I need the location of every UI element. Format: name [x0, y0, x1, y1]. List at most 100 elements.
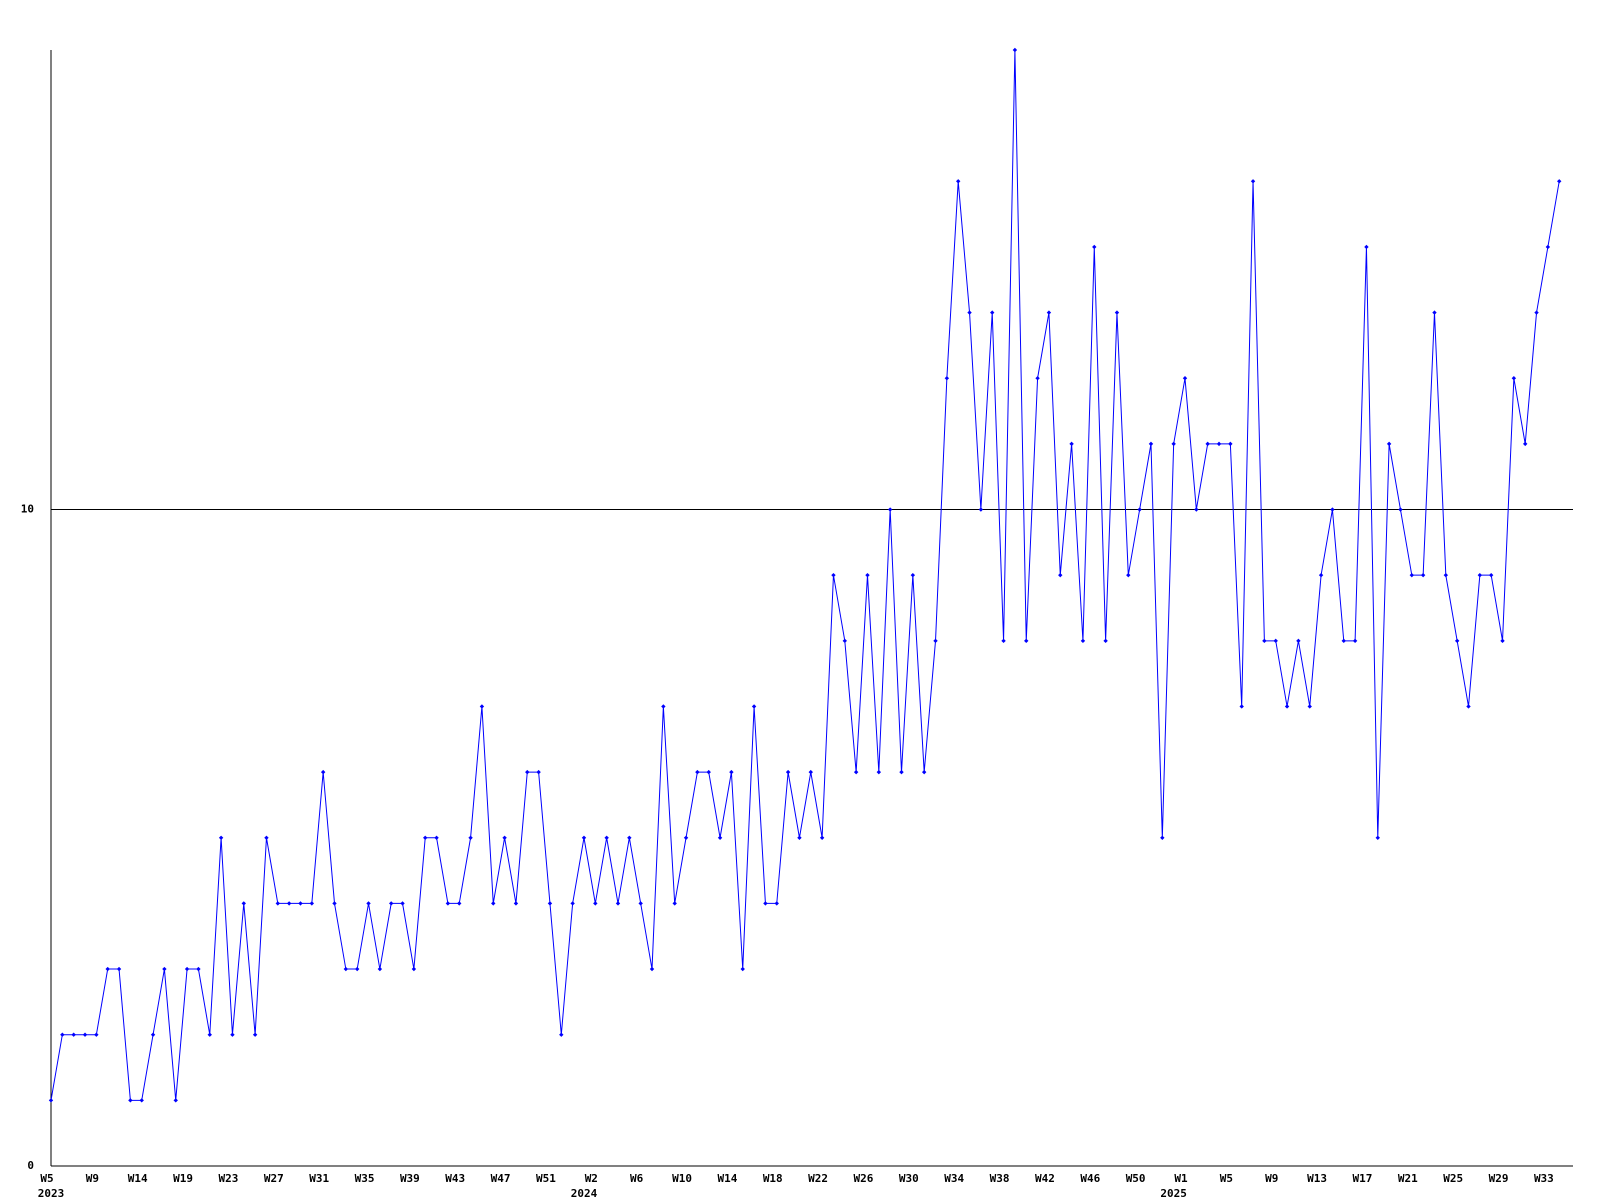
marker [1069, 441, 1074, 447]
marker [899, 769, 904, 775]
marker [1148, 441, 1154, 447]
marker [139, 1098, 144, 1103]
marker [150, 1032, 156, 1037]
marker [808, 769, 813, 775]
year-label: 2024 [571, 1187, 598, 1200]
marker [887, 507, 893, 512]
marker [1443, 572, 1449, 578]
marker [1386, 441, 1392, 447]
year-label: 2025 [1160, 1187, 1187, 1200]
marker [1545, 244, 1551, 250]
marker [1454, 638, 1460, 644]
marker [1534, 310, 1539, 315]
x-tick-label: W33 [1534, 1172, 1554, 1185]
marker [1171, 441, 1176, 447]
marker [853, 769, 859, 775]
marker [593, 901, 598, 906]
x-tick-label: W17 [1353, 1172, 1373, 1185]
marker [956, 179, 961, 184]
marker [207, 1032, 212, 1037]
marker [1318, 572, 1324, 578]
marker [1523, 441, 1528, 447]
marker [661, 704, 666, 709]
marker [1557, 179, 1562, 184]
x-tick-label: W5 [40, 1172, 53, 1185]
marker [196, 966, 201, 972]
marker [1341, 638, 1346, 644]
marker [241, 901, 246, 906]
marker [910, 572, 916, 578]
marker [252, 1032, 258, 1037]
marker [1273, 638, 1278, 644]
marker [1114, 310, 1120, 315]
x-tick-label: W9 [1265, 1172, 1278, 1185]
x-tick-label: W18 [763, 1172, 783, 1185]
marker [389, 901, 394, 906]
marker [82, 1032, 88, 1037]
marker [286, 901, 292, 906]
x-tick-label: W25 [1443, 1172, 1463, 1185]
marker [797, 835, 802, 840]
marker [434, 835, 439, 840]
marker [468, 835, 473, 840]
marker [842, 638, 847, 644]
marker [1500, 638, 1505, 644]
x-tick-label: W22 [808, 1172, 828, 1185]
marker [581, 835, 587, 840]
marker [1239, 704, 1244, 709]
marker [1330, 507, 1335, 512]
marker [491, 901, 496, 906]
x-tick-label: W34 [944, 1172, 964, 1185]
marker [774, 901, 779, 906]
marker [683, 835, 689, 840]
marker [1126, 572, 1131, 578]
x-tick-label: W2 [585, 1172, 598, 1185]
x-tick-label: W19 [173, 1172, 193, 1185]
marker [1216, 441, 1222, 447]
marker [717, 835, 723, 840]
marker [876, 769, 882, 775]
x-tick-label: W35 [355, 1172, 375, 1185]
marker [298, 901, 303, 906]
x-tick-label: W5 [1220, 1172, 1233, 1185]
marker [173, 1098, 178, 1103]
marker [921, 769, 927, 775]
x-tick-label: W31 [309, 1172, 329, 1185]
x-tick-label: W6 [630, 1172, 644, 1185]
x-tick-label: W14 [717, 1172, 737, 1185]
marker [1352, 638, 1358, 644]
x-tick-label: W14 [128, 1172, 148, 1185]
marker [649, 966, 655, 972]
marker [1046, 310, 1052, 315]
marker [366, 901, 371, 906]
marker [128, 1098, 133, 1103]
marker [615, 901, 621, 906]
x-tick-label: W9 [86, 1172, 99, 1185]
marker [1160, 835, 1165, 840]
marker [785, 769, 791, 775]
marker [672, 901, 677, 906]
x-tick-label: W47 [491, 1172, 511, 1185]
marker [729, 769, 734, 775]
marker [1284, 704, 1290, 709]
marker [1035, 376, 1040, 381]
marker [1296, 638, 1301, 644]
marker [1250, 179, 1256, 184]
marker [105, 966, 110, 972]
x-tick-label: W29 [1489, 1172, 1509, 1185]
marker [116, 966, 122, 972]
x-tick-label: W23 [219, 1172, 239, 1185]
marker [1194, 507, 1199, 512]
marker [1228, 441, 1233, 447]
marker [1409, 572, 1414, 578]
marker [751, 704, 757, 709]
marker [354, 966, 360, 972]
marker [94, 1032, 99, 1037]
marker [604, 835, 609, 840]
marker [831, 572, 836, 578]
marker [1432, 310, 1437, 315]
marker [1080, 638, 1086, 644]
year-label: 2023 [38, 1187, 65, 1200]
marker [411, 966, 417, 972]
